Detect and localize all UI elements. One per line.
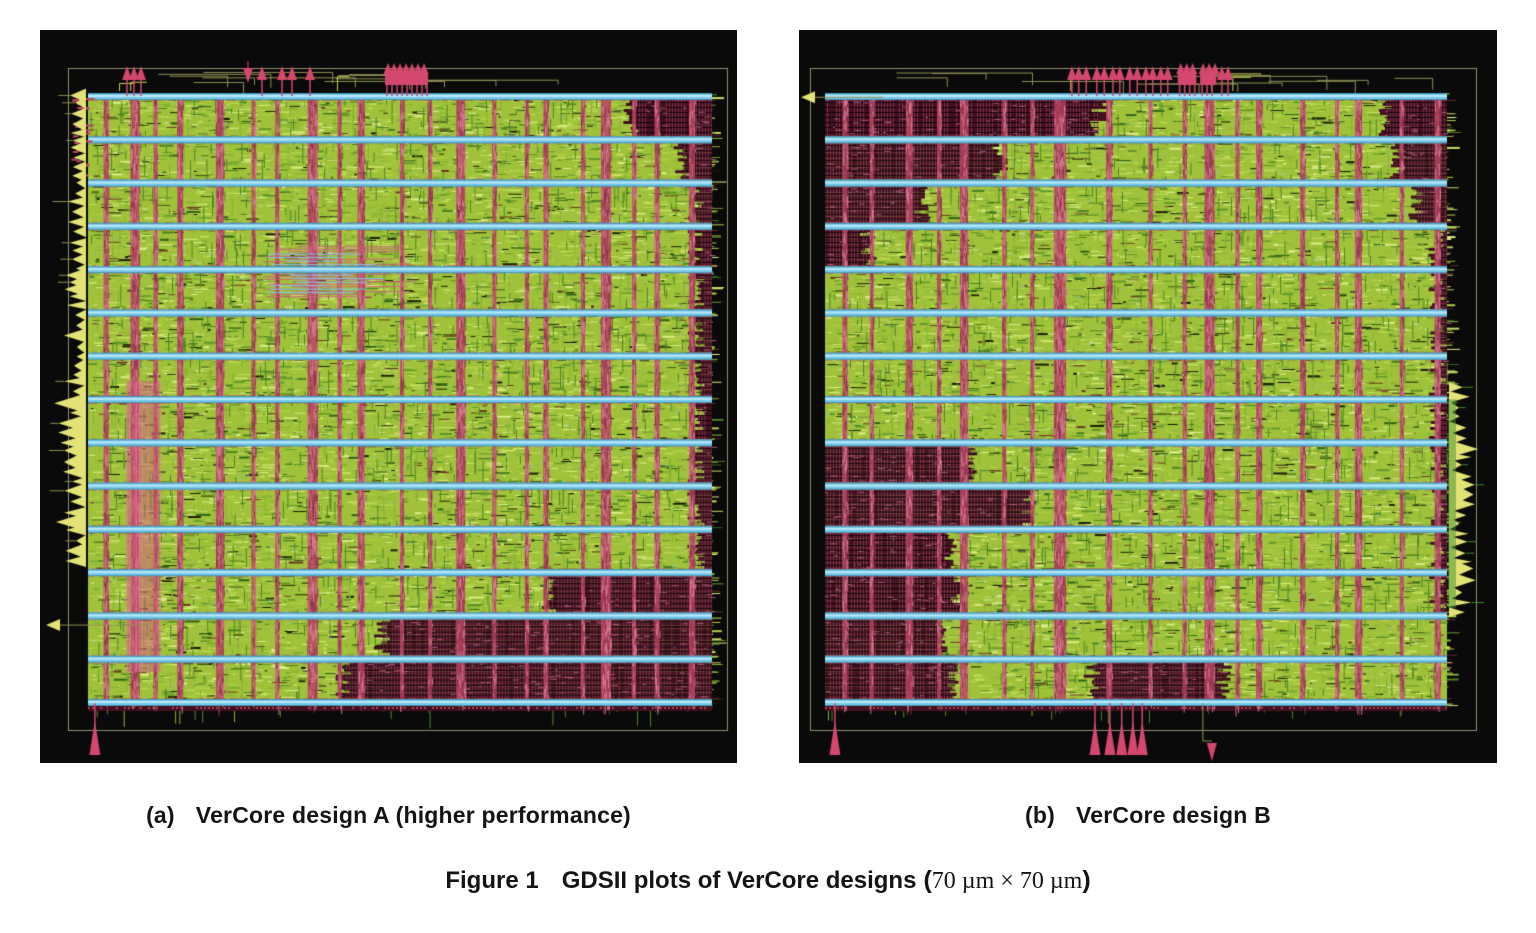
figure-caption-title: GDSII plots of VerCore designs	[561, 867, 917, 894]
figure-caption: Figure 1 GDSII plots of VerCore designs (7…	[0, 866, 1536, 895]
subfigure-a-label: (a)	[146, 802, 175, 828]
subfigure-a-title: VerCore design A (higher performance)	[195, 802, 631, 828]
figure-caption-dimensions: 70 µm × 70 µm	[931, 868, 1083, 894]
figure-caption-label: Figure 1	[445, 867, 539, 894]
subfigure-b-label: (b)	[1025, 802, 1056, 828]
subfigure-b-title: VerCore design B	[1076, 802, 1271, 828]
gdsii-plot-design-b	[799, 30, 1497, 763]
subcaption-a: (a) VerCore design A (higher performance)	[40, 802, 737, 829]
gdsii-plot-design-a	[40, 30, 737, 763]
figure-caption-paren-close: )	[1082, 866, 1091, 894]
figure-caption-paren-open: (	[923, 866, 932, 894]
subcaption-b: (b) VerCore design B	[799, 802, 1497, 829]
